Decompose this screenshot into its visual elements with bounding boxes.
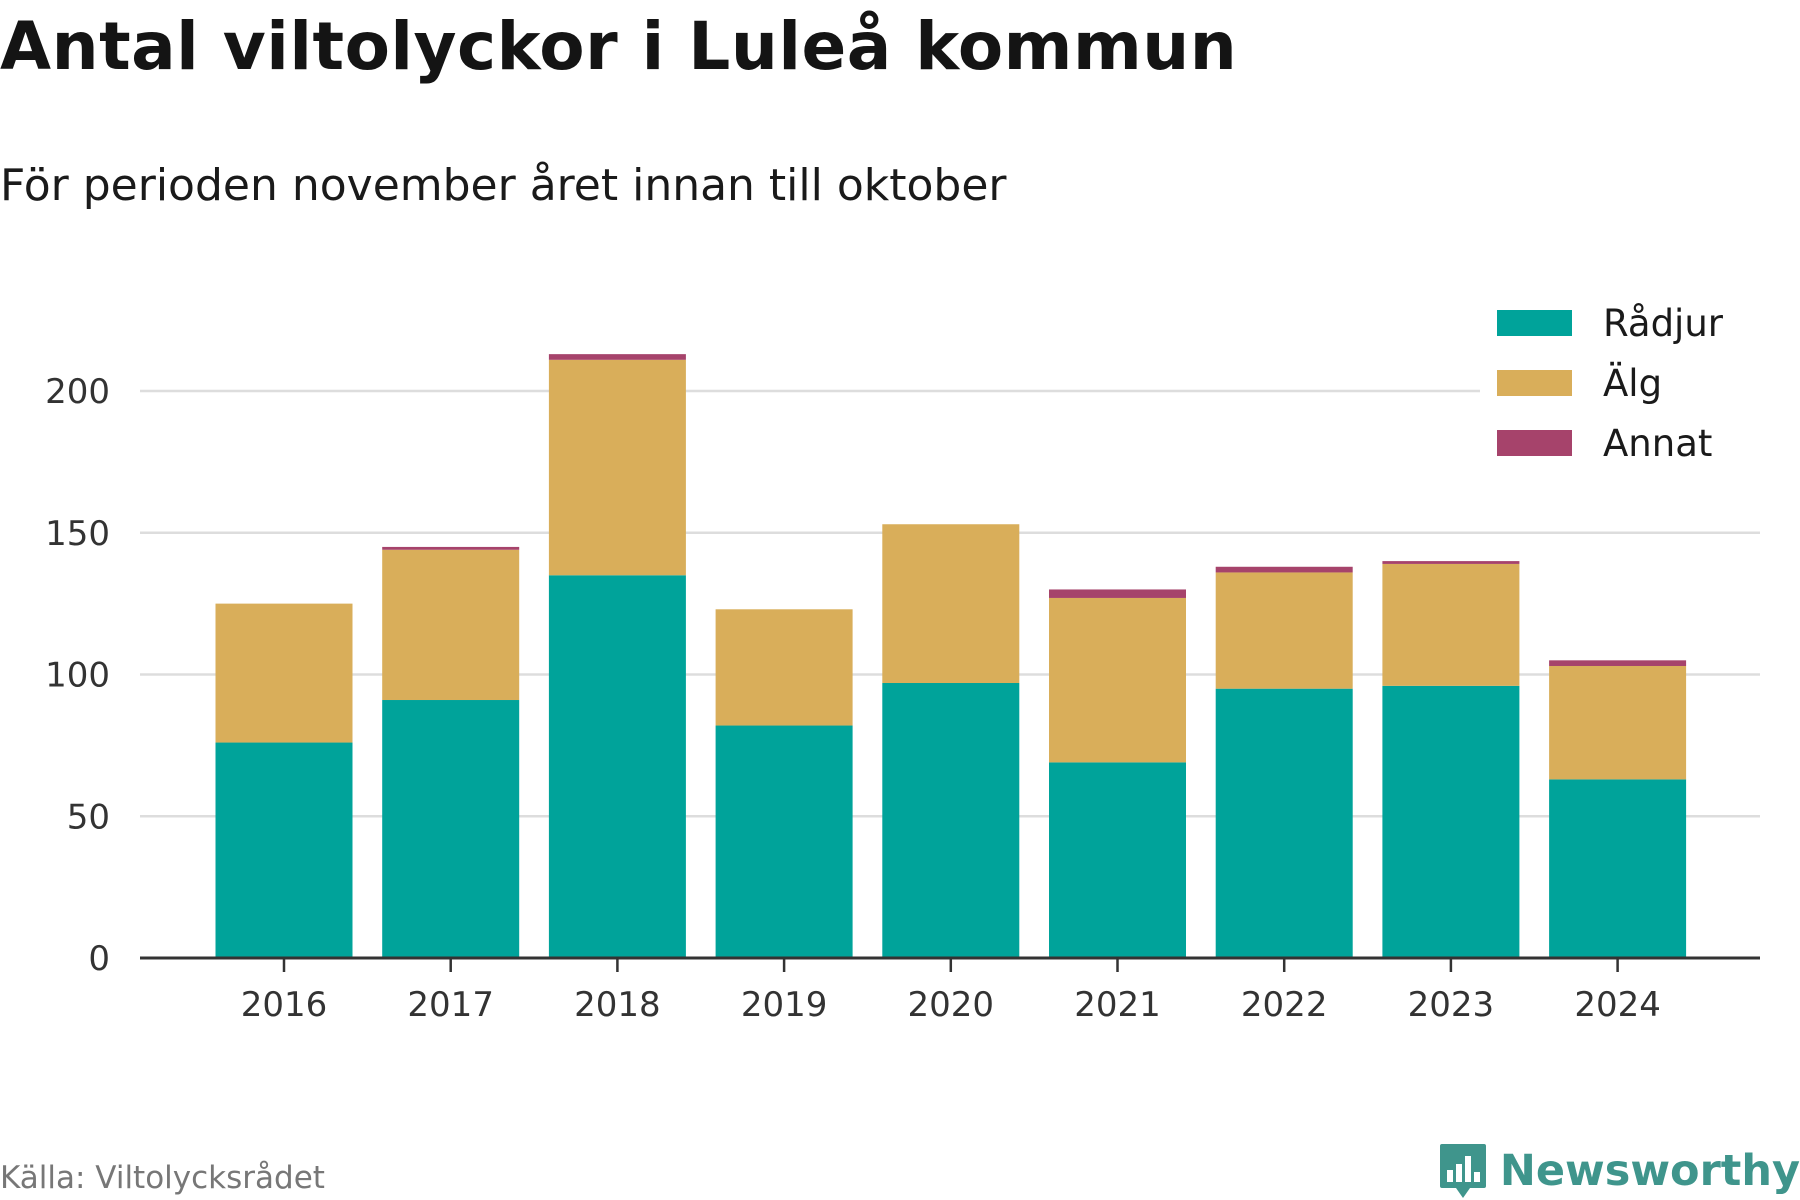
bar-älg-2022 — [1215, 572, 1353, 689]
bar-älg-2020 — [882, 524, 1020, 684]
y-tick-label: 0 — [88, 939, 110, 979]
brand-name: Newsworthy — [1499, 1146, 1800, 1196]
bar-älg-2018 — [548, 359, 686, 576]
bar-rådjur-2020 — [882, 683, 1020, 958]
legend-swatch-älg — [1497, 370, 1572, 396]
source-note: Källa: Viltolycksrådet — [0, 1160, 325, 1196]
y-tick-label: 50 — [67, 797, 110, 837]
bar-rådjur-2018 — [548, 575, 686, 958]
y-tick-label: 150 — [45, 514, 110, 554]
x-tick-label: 2024 — [1574, 985, 1661, 1025]
bar-annat-2018 — [548, 354, 686, 360]
bar-rådjur-2022 — [1215, 688, 1353, 958]
legend-label: Älg — [1603, 362, 1662, 405]
x-tick-label: 2020 — [908, 985, 995, 1025]
x-tick-label: 2019 — [741, 985, 828, 1025]
chart-title: Antal viltolyckor i Luleå kommun — [0, 8, 1238, 85]
bar-rådjur-2019 — [715, 725, 853, 958]
bar-rådjur-2023 — [1382, 685, 1520, 958]
bar-rådjur-2017 — [382, 700, 520, 958]
x-tick-label: 2021 — [1074, 985, 1161, 1025]
y-tick-label: 100 — [45, 656, 110, 696]
bar-annat-2017 — [382, 546, 520, 550]
legend-swatch-rådjur — [1497, 310, 1572, 336]
bar-älg-2024 — [1549, 665, 1687, 780]
axes: 0 50 100 150 200 2016 2017 2018 2019 2020 2021 2022… — [45, 372, 1760, 1025]
bar-annat-2021 — [1049, 589, 1186, 598]
brand[interactable]: Newsworthy — [1438, 1142, 1800, 1200]
newsworthy-logo-icon — [1439, 1144, 1486, 1198]
legend-swatch-annat — [1497, 430, 1572, 456]
legend-label: Rådjur — [1603, 302, 1724, 345]
chart-subtitle: För perioden november året innan till ok… — [0, 160, 1007, 211]
x-tick-label: 2022 — [1241, 985, 1328, 1025]
bar-älg-2019 — [715, 609, 853, 726]
bar-rådjur-2024 — [1549, 779, 1687, 958]
bar-annat-2024 — [1549, 660, 1687, 666]
bar-rådjur-2016 — [215, 742, 353, 958]
bars — [215, 354, 1687, 958]
y-tick-label: 200 — [45, 372, 110, 412]
bar-rådjur-2021 — [1049, 762, 1186, 958]
x-tick-label: 2023 — [1408, 985, 1495, 1025]
bar-älg-2021 — [1049, 597, 1186, 763]
bar-annat-2022 — [1215, 566, 1353, 573]
bar-älg-2016 — [215, 603, 353, 743]
bar-älg-2023 — [1382, 563, 1520, 686]
legend: Rådjur Älg Annat — [1497, 302, 1724, 465]
bar-älg-2017 — [382, 549, 520, 701]
x-tick-label: 2016 — [241, 985, 328, 1025]
x-tick-label: 2018 — [574, 985, 661, 1025]
bar-annat-2023 — [1382, 561, 1520, 564]
legend-label: Annat — [1603, 422, 1712, 465]
x-tick-label: 2017 — [407, 985, 494, 1025]
